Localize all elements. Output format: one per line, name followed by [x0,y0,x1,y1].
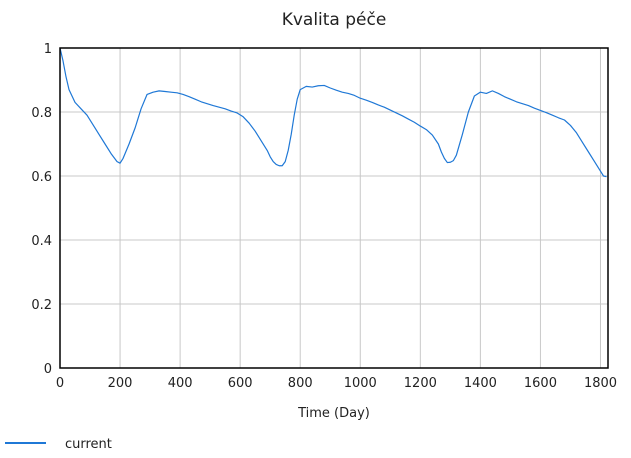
x-tick-label: 1000 [344,376,377,391]
x-tick-label: 400 [168,376,193,391]
y-tick-label: 1 [44,42,52,57]
y-tick-label: 0 [44,362,52,377]
x-tick-label: 1200 [404,376,437,391]
x-tick-label: 1400 [464,376,497,391]
legend: current [5,437,112,452]
x-tick-label: 0 [56,376,64,391]
y-tick-label: 0.8 [31,106,52,121]
y-tick-label: 0.4 [31,234,52,249]
x-tick-label: 1600 [524,376,557,391]
tick-label-layer: 0 200 400 600 800 1000 1200 1400 1600 1800 0 0.2 0.4… [31,42,617,391]
series-line-current [59,47,607,178]
x-axis-label: Time (Day) [297,406,370,421]
series-layer [59,47,607,178]
x-tick-label: 800 [288,376,313,391]
x-tick-label: 600 [228,376,253,391]
grid-layer [59,47,608,369]
chart-title: Kvalita péče [282,10,387,30]
x-tick-label: 1800 [584,376,617,391]
plot-area-frame [59,47,609,369]
y-tick-label: 0.2 [31,298,52,313]
x-tick-label: 200 [108,376,133,391]
y-tick-label: 0.6 [31,170,52,185]
legend-label-current: current [65,437,112,452]
